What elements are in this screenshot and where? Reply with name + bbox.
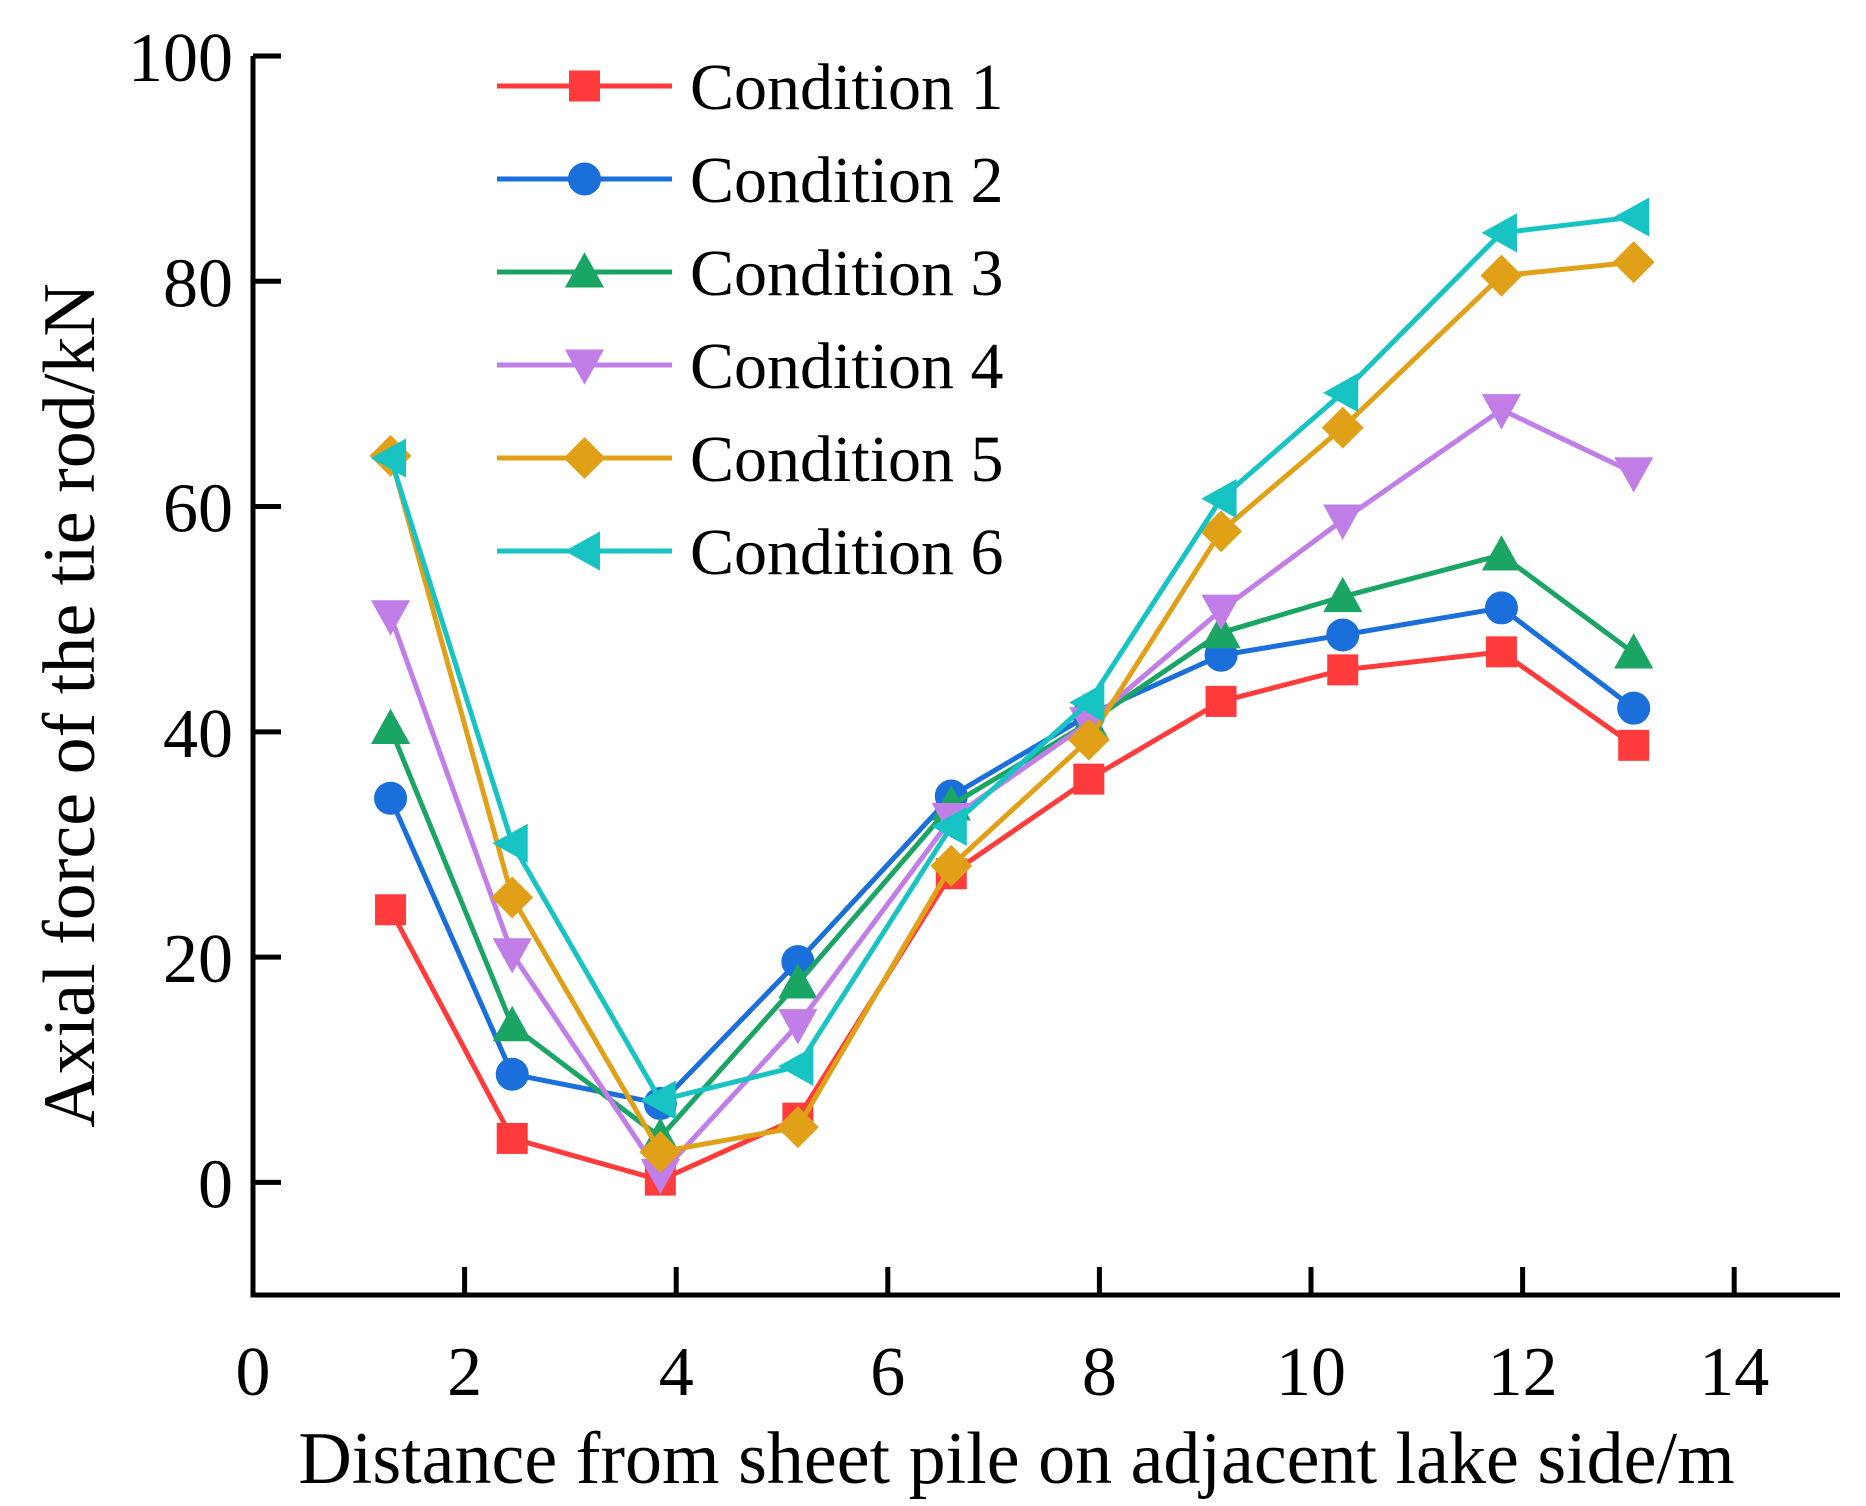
x-tick-label: 8 [1082,1334,1117,1411]
data-point [496,1122,528,1154]
data-point [778,1009,818,1045]
y-tick-label: 0 [198,1146,233,1223]
y-tick-label: 80 [163,245,233,322]
data-point [1321,406,1364,449]
x-tick-label: 4 [659,1334,694,1411]
data-point [639,1130,682,1173]
data-point [1323,504,1363,540]
legend-marker [564,252,605,288]
data-point [1067,718,1110,761]
legend-marker [569,70,600,102]
data-point [1326,618,1360,652]
series-line [388,407,1635,1177]
data-point [492,938,532,974]
data-point [1614,633,1654,669]
legend-label: Condition 6 [690,516,1004,589]
legend-item: Condition 2 [497,144,1004,217]
data-point [1069,682,1105,723]
legend-marker [564,531,600,571]
y-tick-label: 40 [163,696,233,773]
legend-label: Condition 1 [690,51,1004,124]
x-tick-label: 0 [236,1334,271,1411]
x-tick-label: 10 [1276,1334,1346,1411]
data-point [1323,576,1363,613]
series-line [388,649,1636,1183]
data-point [1480,254,1523,297]
data-point [1201,612,1241,649]
series-4 [370,394,1654,1195]
data-point [491,876,534,919]
legend-label: Condition 3 [690,237,1004,310]
data-point [1484,591,1518,625]
x-tick-label: 6 [870,1334,905,1411]
data-point [1481,535,1522,571]
data-point [1612,241,1655,284]
data-point [1201,594,1241,630]
data-point [1481,394,1522,430]
data-point [1073,763,1105,795]
data-point [1614,457,1654,493]
data-point [931,806,967,847]
data-point [640,1080,676,1120]
data-point [370,708,411,744]
series-line [388,214,1634,1103]
series-layer [369,197,1655,1196]
y-tick-label: 20 [163,921,233,998]
series-6 [370,197,1650,1120]
data-point [1485,636,1517,668]
data-point [375,894,407,926]
data-point [374,781,408,815]
legend-marker [568,162,601,196]
series-1 [375,636,1650,1196]
data-point [930,844,973,887]
series-3 [370,535,1654,1153]
legend-marker [564,349,605,385]
x-tick-label: 14 [1699,1334,1769,1411]
series-line [388,605,1636,1107]
legend-marker [563,437,606,479]
data-point [370,438,407,478]
data-point [1613,197,1650,237]
data-point [1205,685,1237,717]
data-point [492,1006,532,1042]
series-2 [374,591,1651,1121]
x-tick-label: 2 [447,1334,482,1411]
x-tick-label: 12 [1488,1334,1558,1411]
legend-item: Condition 5 [497,423,1004,496]
legend-item: Condition 4 [497,330,1004,403]
axes: 0 2 4 6 8 10 12 14 0 20 40 60 80 100 [128,20,1840,1411]
x-axis-title: Distance from sheet pile on adjacent lak… [298,1418,1734,1500]
data-point [778,1046,814,1086]
data-point [1201,479,1237,519]
data-point [1618,729,1650,761]
legend-label: Condition 5 [690,423,1004,496]
data-point [495,1057,529,1091]
data-point [1617,691,1651,725]
series-line [388,259,1634,1155]
legend-item: Condition 3 [497,237,1004,310]
legend-item: Condition 6 [497,516,1004,589]
data-point [776,1106,819,1149]
legend: Condition 1 Condition 2 Condition 3 Conditi… [497,51,1004,589]
y-axis-title: Axial force of the tie rod/kN [29,283,111,1128]
data-point [778,963,818,999]
y-tick-label: 100 [128,20,233,97]
data-point [492,823,528,863]
legend-label: Condition 2 [690,144,1004,217]
data-point [1200,510,1243,553]
data-point [1481,213,1517,253]
data-point [1327,654,1359,686]
data-point [1322,373,1359,413]
legend-item: Condition 1 [497,51,1004,124]
legend-label: Condition 4 [690,330,1004,403]
y-tick-label: 60 [163,471,233,548]
data-point [370,600,411,636]
